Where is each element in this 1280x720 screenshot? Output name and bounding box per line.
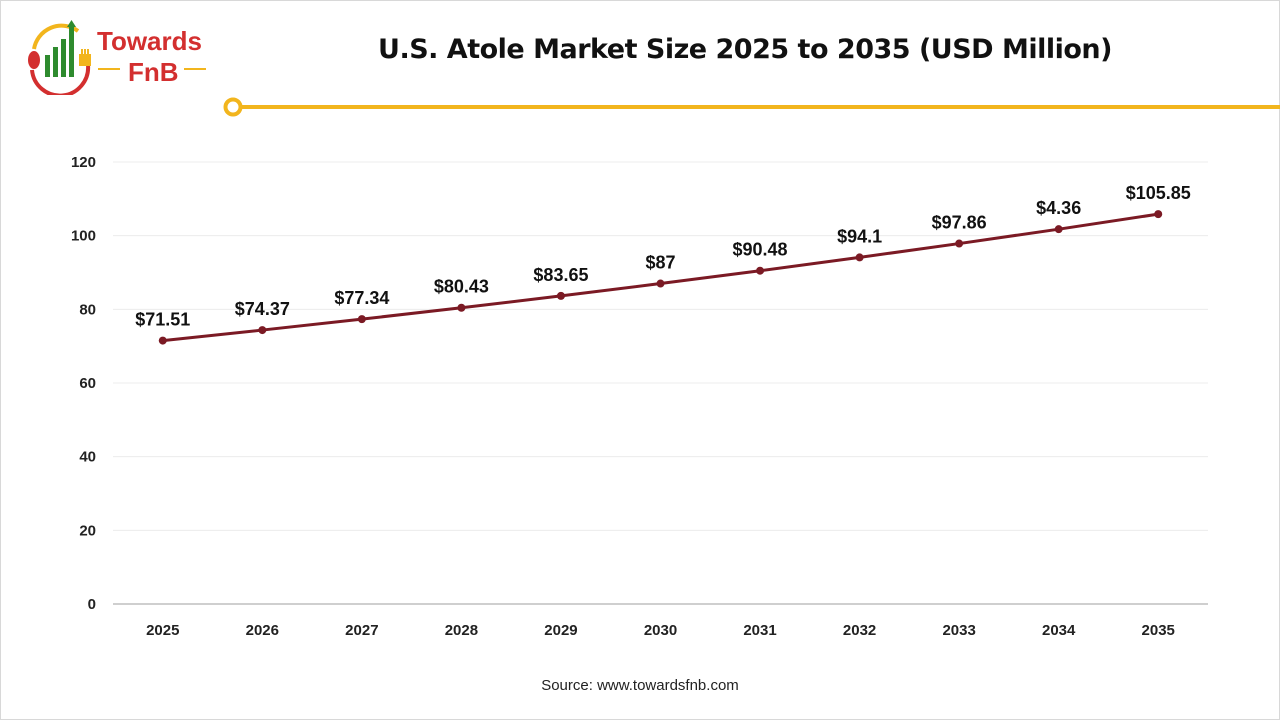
x-tick-label: 2025 <box>146 622 179 639</box>
logo: Towards FnB <box>28 20 206 95</box>
data-label: $105.85 <box>1126 183 1191 203</box>
data-point <box>1154 210 1163 219</box>
chart-title: U.S. Atole Market Size 2025 to 2035 (USD… <box>378 34 1112 65</box>
series-line <box>162 212 1159 343</box>
y-tick-label: 80 <box>79 301 96 318</box>
data-label: $71.51 <box>135 310 190 330</box>
y-tick-label: 20 <box>79 522 96 539</box>
y-tick-label: 40 <box>79 449 96 466</box>
data-point <box>855 253 864 262</box>
y-tick-label: 0 <box>88 596 96 613</box>
data-point <box>357 315 366 324</box>
data-label: $74.37 <box>235 299 290 319</box>
data-point <box>756 266 765 275</box>
x-tick-label: 2027 <box>345 622 378 639</box>
data-point <box>1054 225 1063 234</box>
source-note: Source: www.towardsfnb.com <box>541 677 739 694</box>
x-tick-label: 2030 <box>644 622 677 639</box>
data-label: $4.36 <box>1036 198 1081 218</box>
logo-text-towards: Towards <box>97 26 202 56</box>
y-tick-label: 120 <box>71 154 96 171</box>
data-point <box>158 336 167 345</box>
y-tick-label: 60 <box>79 375 96 392</box>
x-tick-label: 2029 <box>544 622 577 639</box>
data-label: $94.1 <box>837 226 882 246</box>
data-point <box>457 303 466 312</box>
data-label: $80.43 <box>434 277 489 297</box>
logo-text-fnb: FnB <box>128 57 179 87</box>
data-label: $83.65 <box>533 265 588 285</box>
title-underline <box>223 97 1280 117</box>
data-label: $77.34 <box>334 288 389 308</box>
x-tick-label: 2035 <box>1142 622 1175 639</box>
x-tick-label: 2028 <box>445 622 478 639</box>
data-point <box>955 239 964 248</box>
y-tick-label: 100 <box>71 228 96 245</box>
x-tick-label: 2031 <box>743 622 776 639</box>
x-tick-label: 2026 <box>246 622 279 639</box>
x-tick-label: 2033 <box>942 622 975 639</box>
x-tick-label: 2034 <box>1042 622 1076 639</box>
data-label: $90.48 <box>733 240 788 260</box>
x-tick-label: 2032 <box>843 622 876 639</box>
data-point <box>656 279 665 288</box>
data-label: $97.86 <box>932 213 987 233</box>
data-point <box>258 326 267 335</box>
data-label: $87 <box>645 253 675 273</box>
data-point <box>556 291 565 300</box>
